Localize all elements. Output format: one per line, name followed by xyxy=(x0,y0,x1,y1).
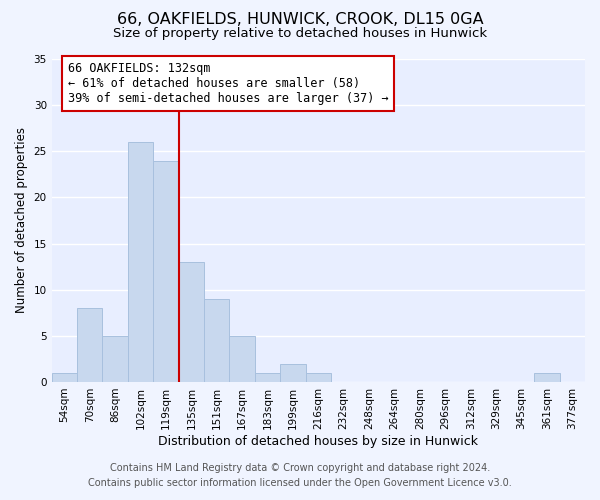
X-axis label: Distribution of detached houses by size in Hunwick: Distribution of detached houses by size … xyxy=(158,434,478,448)
Bar xyxy=(229,336,255,382)
Bar xyxy=(52,372,77,382)
Bar xyxy=(153,160,179,382)
Bar xyxy=(305,372,331,382)
Text: 66, OAKFIELDS, HUNWICK, CROOK, DL15 0GA: 66, OAKFIELDS, HUNWICK, CROOK, DL15 0GA xyxy=(116,12,484,28)
Bar xyxy=(280,364,305,382)
Bar xyxy=(103,336,128,382)
Y-axis label: Number of detached properties: Number of detached properties xyxy=(15,128,28,314)
Bar xyxy=(77,308,103,382)
Bar xyxy=(255,372,280,382)
Bar xyxy=(128,142,153,382)
Text: 66 OAKFIELDS: 132sqm
← 61% of detached houses are smaller (58)
39% of semi-detac: 66 OAKFIELDS: 132sqm ← 61% of detached h… xyxy=(68,62,388,105)
Bar xyxy=(534,372,560,382)
Text: Contains HM Land Registry data © Crown copyright and database right 2024.
Contai: Contains HM Land Registry data © Crown c… xyxy=(88,462,512,487)
Bar xyxy=(179,262,204,382)
Text: Size of property relative to detached houses in Hunwick: Size of property relative to detached ho… xyxy=(113,28,487,40)
Bar xyxy=(204,299,229,382)
